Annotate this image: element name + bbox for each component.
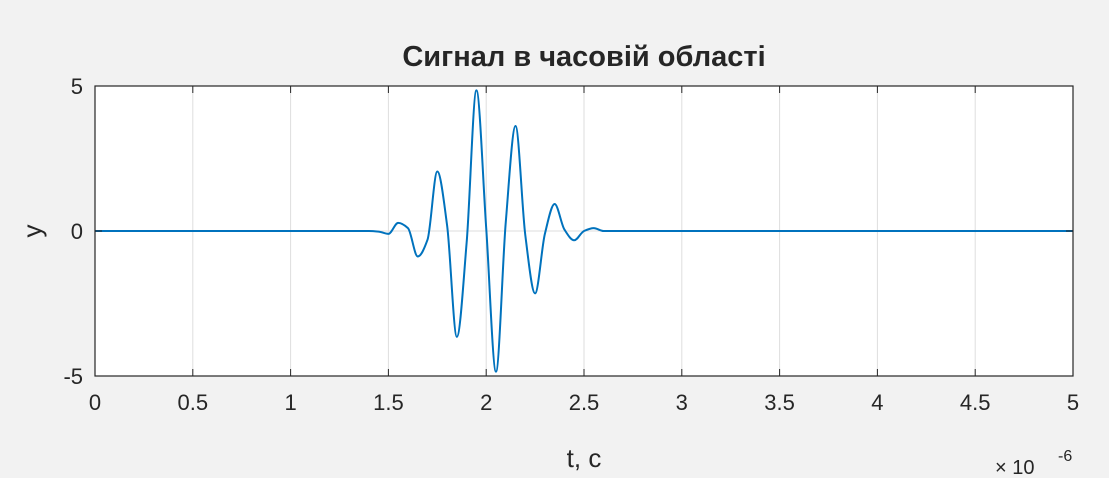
x-tick-label: 2.5: [569, 390, 600, 415]
x-exponent-power: -6: [1058, 448, 1072, 465]
x-tick-label: 0.5: [178, 390, 209, 415]
x-tick-label: 5: [1067, 390, 1079, 415]
x-tick-label: 4.5: [960, 390, 991, 415]
y-ticks: -5 0 5: [63, 74, 1073, 389]
x-axis-label: t, c: [567, 443, 602, 473]
x-exponent-label: × 10: [995, 457, 1034, 478]
x-tick-label: 2: [480, 390, 492, 415]
series-layer: [95, 89, 1073, 373]
x-tick-label: 1: [284, 390, 296, 415]
y-tick-label: 5: [71, 74, 83, 99]
x-tick-label: 3: [676, 390, 688, 415]
series-line-0: [95, 89, 1073, 373]
x-tick-label: 3.5: [764, 390, 795, 415]
x-tick-label: 0: [89, 390, 101, 415]
y-axis-label: y: [17, 225, 47, 238]
x-ticks: 0 0.5 1 1.5 2 2.5 3 3.5 4 4.5 5: [89, 86, 1079, 415]
x-tick-label: 4: [871, 390, 883, 415]
y-tick-label: 0: [71, 219, 83, 244]
x-tick-label: 1.5: [373, 390, 404, 415]
y-tick-label: -5: [63, 364, 83, 389]
chart-title: Сигнал в часовій області: [402, 41, 765, 73]
